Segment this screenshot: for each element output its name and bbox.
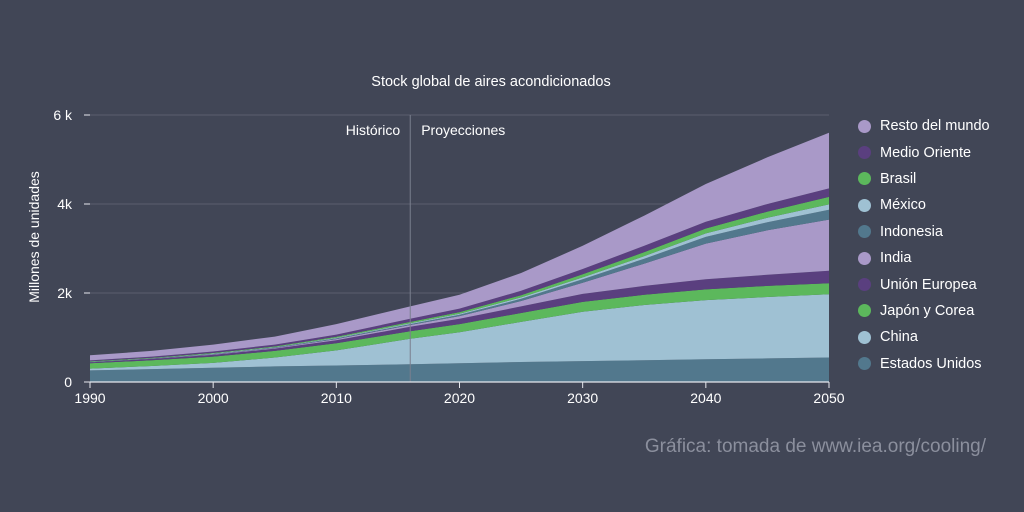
legend: Resto del mundo Medio Oriente Brasil México… [858, 113, 990, 377]
legend-item[interactable]: México [858, 192, 990, 218]
legend-swatch [858, 172, 871, 186]
legend-label: Resto del mundo [880, 118, 990, 135]
legend-label: Brasil [880, 170, 917, 187]
legend-label: India [880, 250, 912, 267]
legend-item[interactable]: India [858, 245, 990, 271]
area-china [90, 294, 829, 371]
x-tick-label: 2050 [813, 390, 844, 406]
legend-swatch [858, 146, 871, 160]
legend-item[interactable]: Indonesia [858, 219, 990, 245]
x-tick-label: 2040 [690, 390, 721, 406]
legend-item[interactable]: Estados Unidos [858, 351, 990, 377]
legend-swatch [858, 119, 871, 133]
y-axis-label: Millones de unidades [26, 171, 42, 303]
x-tick-label: 2030 [567, 390, 598, 406]
x-tick-label: 2020 [444, 390, 475, 406]
area-india [90, 219, 829, 363]
legend-swatch [858, 357, 871, 371]
legend-swatch [858, 330, 871, 344]
legend-item[interactable]: Japón y Corea [858, 298, 990, 324]
area-estados-unidos [90, 357, 829, 382]
source-credit: Gráfica: tomada de www.iea.org/cooling/ [644, 436, 986, 457]
legend-label: Unión Europea [880, 276, 977, 293]
y-tick-label: 2k [57, 285, 73, 301]
area-union-europea [90, 270, 829, 364]
legend-item[interactable]: Unión Europea [858, 271, 990, 297]
y-tick-label: 4k [57, 196, 73, 212]
historical-label: Histórico [346, 122, 401, 138]
legend-item[interactable]: Resto del mundo [858, 113, 990, 139]
legend-label: México [880, 197, 926, 214]
x-tick-label: 2000 [198, 390, 229, 406]
legend-swatch [858, 304, 871, 318]
x-tick-label: 2010 [321, 390, 352, 406]
projections-label: Proyecciones [421, 122, 505, 138]
legend-item[interactable]: China [858, 324, 990, 350]
y-tick-label: 0 [64, 374, 72, 390]
legend-item[interactable]: Brasil [858, 166, 990, 192]
legend-label: Estados Unidos [880, 355, 982, 372]
y-tick-label: 6 k [53, 107, 73, 123]
chart-title: Stock global de aires acondicionados [371, 74, 610, 90]
legend-swatch [858, 278, 871, 292]
legend-swatch [858, 198, 871, 212]
legend-label: Indonesia [880, 223, 943, 240]
legend-label: China [880, 329, 918, 346]
area-japon-y-corea [90, 283, 829, 369]
legend-swatch [858, 225, 871, 239]
legend-label: Medio Oriente [880, 144, 972, 161]
x-tick-label: 1990 [74, 390, 105, 406]
legend-item[interactable]: Medio Oriente [858, 139, 990, 165]
legend-label: Japón y Corea [880, 302, 975, 319]
legend-swatch [858, 251, 871, 265]
